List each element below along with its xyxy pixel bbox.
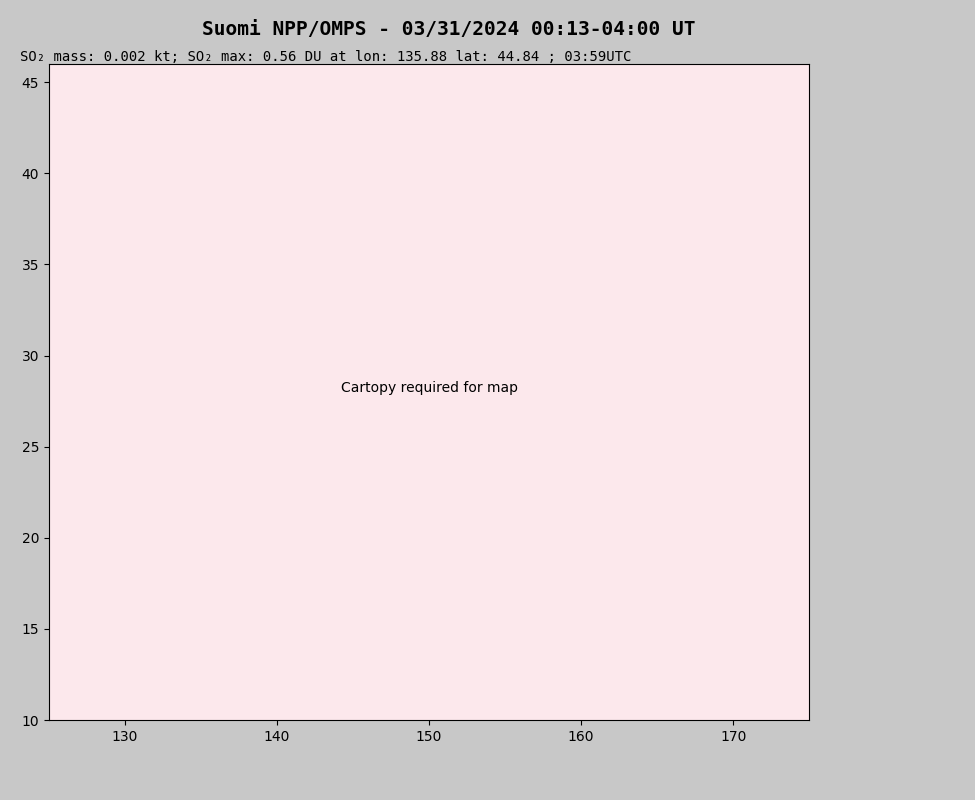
Text: Cartopy required for map: Cartopy required for map — [340, 381, 518, 395]
Text: SO₂ mass: 0.002 kt; SO₂ max: 0.56 DU at lon: 135.88 lat: 44.84 ; 03:59UTC: SO₂ mass: 0.002 kt; SO₂ max: 0.56 DU at … — [20, 50, 631, 64]
Text: Suomi NPP/OMPS - 03/31/2024 00:13-04:00 UT: Suomi NPP/OMPS - 03/31/2024 00:13-04:00 … — [202, 20, 695, 39]
